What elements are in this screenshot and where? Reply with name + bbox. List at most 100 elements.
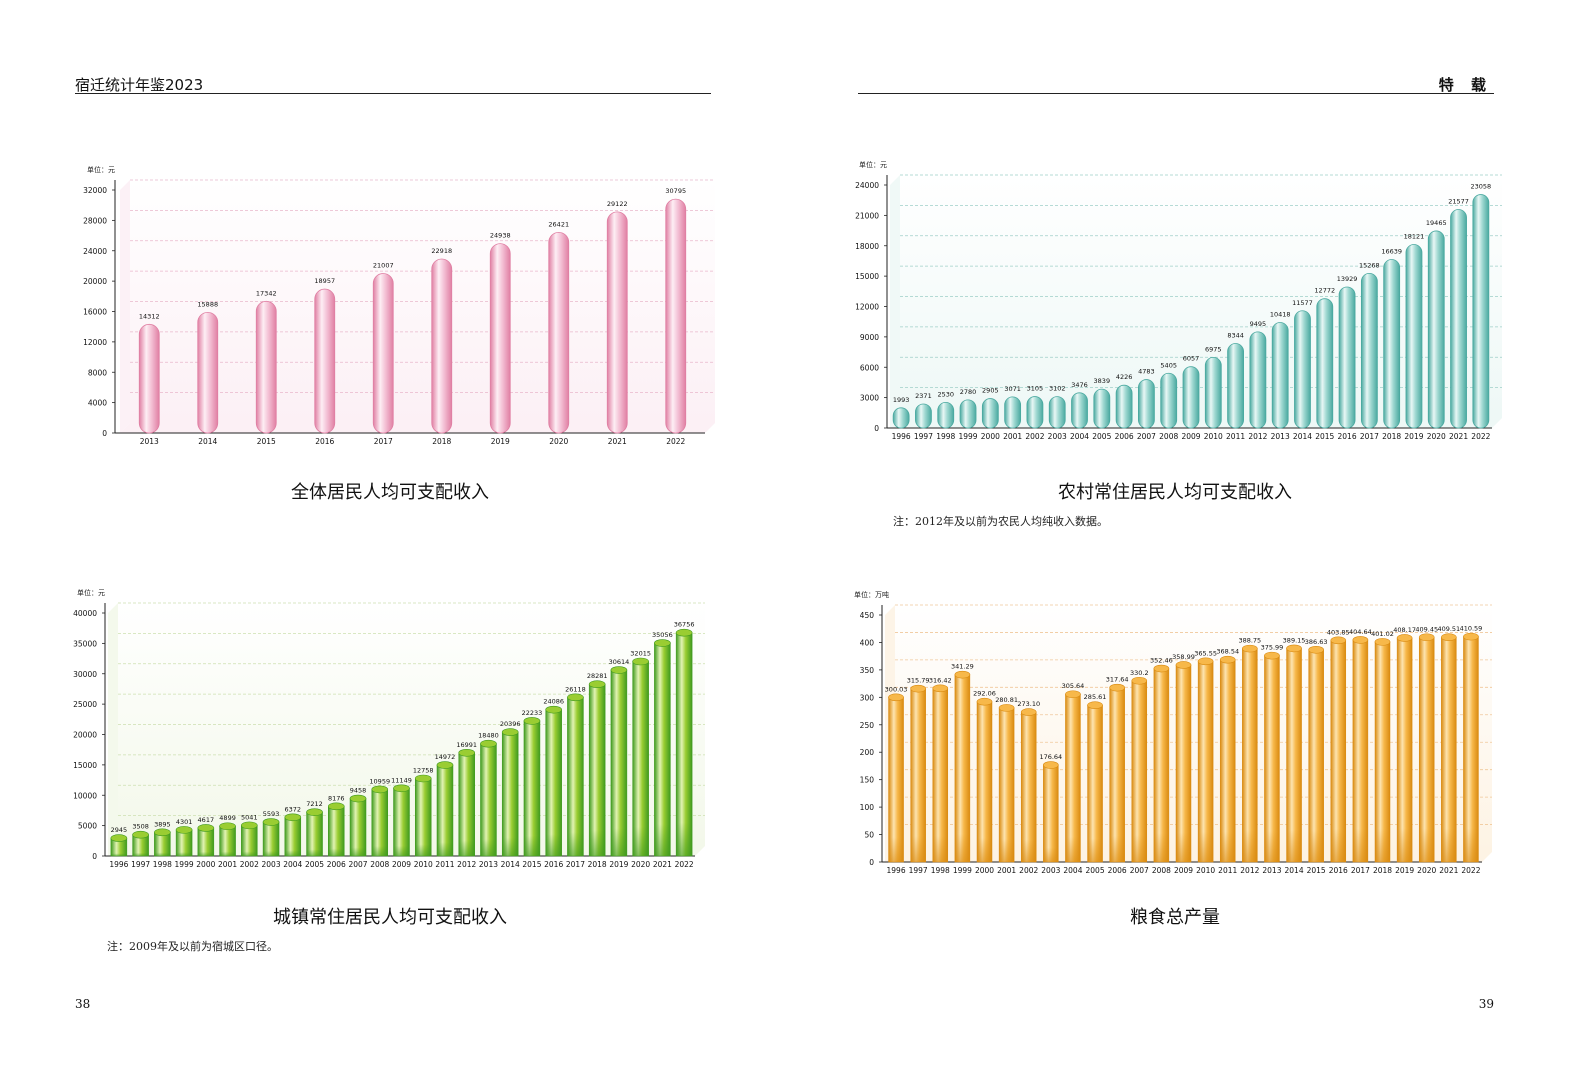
- data-label-2008: 10959: [369, 777, 390, 785]
- bar-body: [1427, 230, 1445, 429]
- data-label-2020: 409.45: [1415, 625, 1438, 633]
- x-tick-label-1997: 1997: [914, 432, 933, 441]
- y-tick-label: 0: [102, 429, 107, 438]
- bar-body: [1227, 343, 1244, 429]
- data-label-2005: 285.61: [1084, 693, 1107, 701]
- bar-1999: [959, 399, 977, 429]
- bar-2013: [1264, 651, 1280, 863]
- x-tick-label-2017: 2017: [1360, 432, 1379, 441]
- data-label-2022: 36756: [674, 621, 695, 629]
- bar-2012: [1242, 644, 1258, 863]
- bar-2011: [1227, 343, 1244, 429]
- bar-shade: [1220, 659, 1236, 862]
- bar-2003: [1048, 396, 1066, 429]
- data-label-2007: 330.2: [1130, 669, 1149, 677]
- data-label-2015: 386.63: [1305, 638, 1328, 646]
- bar-cap: [1374, 638, 1391, 646]
- bar-2005: [306, 808, 323, 857]
- bar-2002: [1026, 396, 1044, 429]
- data-label-2011: 8344: [1227, 332, 1244, 340]
- x-tick-label-2001: 2001: [218, 860, 237, 869]
- page-number-left: 38: [75, 997, 91, 1011]
- x-tick-label-2022: 2022: [675, 860, 694, 869]
- y-tick-label: 150: [860, 776, 875, 785]
- bar-2003: [262, 818, 280, 857]
- bar-2012: [458, 748, 476, 857]
- data-label-2002: 5041: [241, 813, 258, 821]
- x-tick-label-2020: 2020: [1427, 432, 1446, 441]
- bar-cap: [1308, 645, 1324, 654]
- bar-cap: [306, 808, 323, 816]
- bar-2015: [1308, 645, 1324, 863]
- bar-cap: [1087, 701, 1103, 710]
- bar-2016: [545, 705, 562, 857]
- bar-2005: [1093, 388, 1111, 429]
- bar-2002: [1020, 708, 1037, 863]
- bar-1997: [910, 684, 926, 863]
- header-right-title: 特 载: [1438, 76, 1492, 94]
- data-label-2015: 22233: [522, 709, 543, 717]
- bar-2000: [981, 398, 999, 429]
- y-tick-label: 5000: [78, 822, 97, 831]
- bar-cap: [501, 728, 519, 736]
- bar-2016: [1330, 636, 1347, 863]
- bar-2018: [1383, 259, 1401, 429]
- x-tick-label-2014: 2014: [1285, 866, 1304, 875]
- bar-2006: [1109, 683, 1125, 863]
- bar-cap: [1109, 683, 1125, 692]
- data-label-2019: 30614: [609, 658, 630, 666]
- bar-2003: [1043, 761, 1059, 863]
- y-tick-label: 24000: [855, 181, 879, 190]
- x-tick-label-2012: 2012: [1240, 866, 1259, 875]
- bar-2014: [501, 728, 519, 857]
- bar-shade: [197, 827, 214, 856]
- y-tick-label: 350: [860, 666, 875, 675]
- x-tick-label-2002: 2002: [1019, 866, 1038, 875]
- y-tick-label: 24000: [83, 247, 107, 256]
- bar-body: [1360, 273, 1378, 429]
- bar-cap: [1463, 632, 1479, 641]
- bar-shade: [1330, 640, 1346, 862]
- bar-cap: [932, 684, 949, 693]
- bar-2000: [197, 824, 215, 857]
- chart-rural-income: 0 3000 6000 9000 12000 15000 18000 21000 24000 单位…: [852, 160, 1502, 450]
- bar-cap: [1352, 636, 1369, 644]
- y-tick-label: 3000: [860, 394, 879, 403]
- bar-2013: [1271, 322, 1289, 429]
- bar-cap: [197, 824, 215, 832]
- data-label-2017: 404.64: [1349, 628, 1372, 636]
- x-tick-label-2005: 2005: [305, 860, 324, 869]
- data-label-1997: 3508: [132, 823, 149, 831]
- x-tick-label-2017: 2017: [566, 860, 585, 869]
- bar-2000: [976, 697, 993, 863]
- x-tick-label-1997: 1997: [131, 860, 150, 869]
- data-label-2019: 408.17: [1393, 626, 1416, 634]
- data-label-2013: 14312: [139, 312, 160, 320]
- bar-2006: [327, 802, 345, 857]
- data-label-1996: 1993: [893, 396, 910, 404]
- bar-1998: [154, 828, 171, 857]
- x-tick-label-2016: 2016: [544, 860, 563, 869]
- data-label-1998: 3895: [154, 820, 171, 828]
- bar-2019: [1396, 634, 1413, 863]
- bar-body: [1048, 396, 1066, 429]
- y-tick-label: 0: [869, 858, 874, 867]
- x-tick-label-2015: 2015: [257, 437, 276, 446]
- x-tick-label-2015: 2015: [1315, 432, 1334, 441]
- data-label-2013: 375.99: [1261, 644, 1284, 652]
- bar-shade: [567, 697, 584, 856]
- x-tick-label-2010: 2010: [414, 860, 433, 869]
- bar-shade: [1109, 687, 1125, 862]
- bar-body: [1450, 209, 1467, 429]
- data-label-2008: 352.46: [1150, 657, 1173, 665]
- bar-2010: [1204, 356, 1222, 429]
- x-tick-label-1996: 1996: [109, 860, 128, 869]
- data-label-2003: 3102: [1049, 385, 1066, 393]
- bar-shade: [654, 643, 671, 856]
- data-label-2002: 273.10: [1017, 700, 1040, 708]
- bar-shade: [328, 806, 345, 856]
- header-left-rule: [75, 93, 711, 94]
- data-label-2010: 6975: [1205, 345, 1222, 353]
- data-label-2006: 8176: [328, 794, 345, 802]
- x-tick-label-2015: 2015: [522, 860, 541, 869]
